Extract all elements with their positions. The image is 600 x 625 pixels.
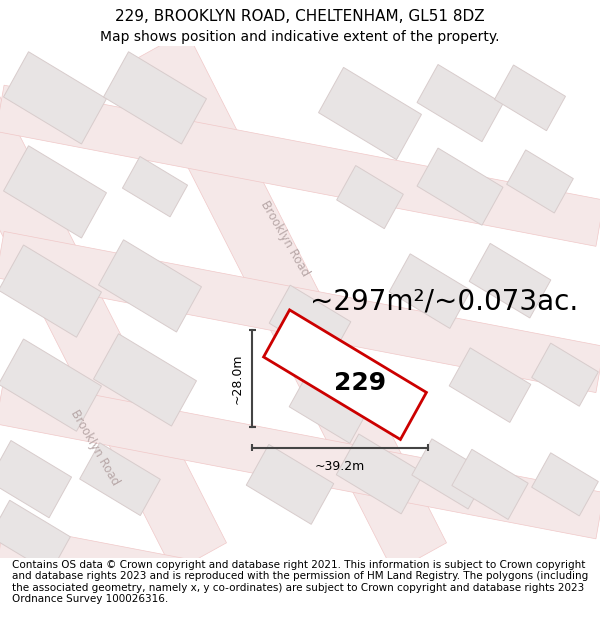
Text: 229: 229 xyxy=(334,371,386,395)
Polygon shape xyxy=(417,148,503,225)
Polygon shape xyxy=(0,441,71,518)
Text: ~297m²/~0.073ac.: ~297m²/~0.073ac. xyxy=(310,288,578,316)
Polygon shape xyxy=(336,434,424,514)
Polygon shape xyxy=(0,339,101,431)
Polygon shape xyxy=(263,310,427,439)
Polygon shape xyxy=(532,453,598,516)
Polygon shape xyxy=(494,65,565,131)
Polygon shape xyxy=(0,378,600,539)
Polygon shape xyxy=(4,146,106,238)
Polygon shape xyxy=(104,52,206,144)
Polygon shape xyxy=(269,285,351,360)
Polygon shape xyxy=(80,442,160,516)
Text: Brooklyn Road: Brooklyn Road xyxy=(258,199,312,279)
Polygon shape xyxy=(469,243,551,318)
Polygon shape xyxy=(98,240,202,332)
Polygon shape xyxy=(417,64,503,142)
Polygon shape xyxy=(133,31,446,572)
Polygon shape xyxy=(337,166,403,229)
Polygon shape xyxy=(4,52,106,144)
Text: Brooklyn Road: Brooklyn Road xyxy=(68,408,122,488)
Polygon shape xyxy=(0,245,101,338)
Polygon shape xyxy=(532,343,598,406)
Polygon shape xyxy=(0,500,70,573)
Polygon shape xyxy=(0,31,227,572)
Polygon shape xyxy=(94,334,196,426)
Polygon shape xyxy=(319,68,421,159)
Polygon shape xyxy=(289,369,371,443)
Polygon shape xyxy=(506,150,574,213)
Text: Map shows position and indicative extent of the property.: Map shows position and indicative extent… xyxy=(100,29,500,44)
Text: ~39.2m: ~39.2m xyxy=(315,461,365,473)
Polygon shape xyxy=(122,156,188,217)
Polygon shape xyxy=(449,348,531,423)
Polygon shape xyxy=(0,231,600,392)
Polygon shape xyxy=(412,439,488,509)
Text: 229, BROOKLYN ROAD, CHELTENHAM, GL51 8DZ: 229, BROOKLYN ROAD, CHELTENHAM, GL51 8DZ xyxy=(115,9,485,24)
Polygon shape xyxy=(246,444,334,524)
Polygon shape xyxy=(0,524,600,625)
Text: Contains OS data © Crown copyright and database right 2021. This information is : Contains OS data © Crown copyright and d… xyxy=(12,559,588,604)
Text: ~28.0m: ~28.0m xyxy=(231,353,244,404)
Polygon shape xyxy=(0,85,600,246)
Polygon shape xyxy=(452,449,528,519)
Polygon shape xyxy=(389,254,471,328)
